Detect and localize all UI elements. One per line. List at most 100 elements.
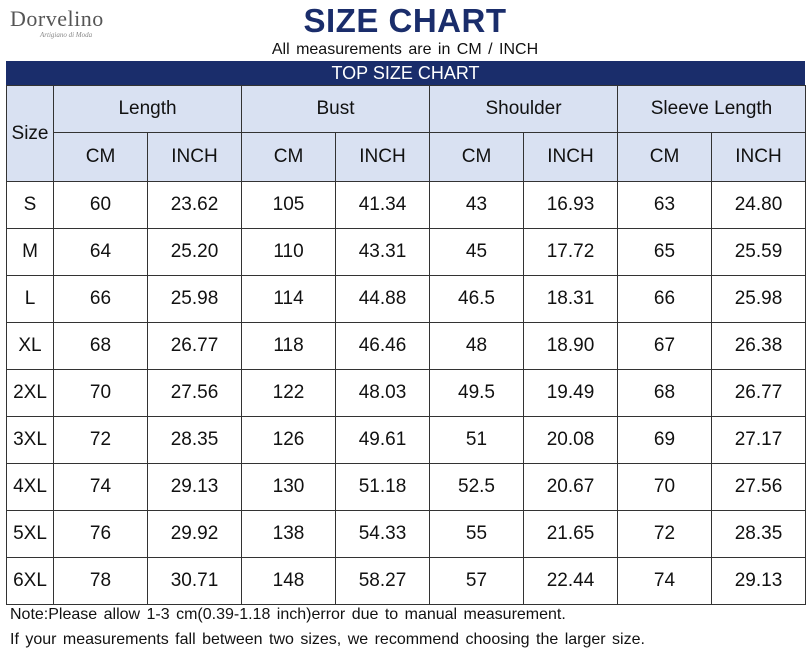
size-cell: 3XL	[6, 416, 54, 464]
size-cell: 4XL	[6, 463, 54, 511]
measurement-cell: 25.20	[147, 228, 242, 276]
measurement-cell: 25.98	[711, 275, 806, 323]
measurement-cell: 63	[617, 181, 712, 229]
unit-header: INCH	[711, 132, 806, 182]
group-header-length: Length	[53, 85, 242, 133]
size-cell: L	[6, 275, 54, 323]
table-row: XL 68 26.77 118 46.46 48 18.90 67 26.38	[6, 322, 806, 370]
size-chart: TOP SIZE CHART Size Length Bust Shoulder…	[6, 61, 806, 605]
brand-logo: Dorvelino Artigiano di Moda	[10, 6, 140, 46]
table-row: S 60 23.62 105 41.34 43 16.93 63 24.80	[6, 181, 806, 229]
measurement-cell: 68	[617, 369, 712, 417]
table-row: M 64 25.20 110 43.31 45 17.72 65 25.59	[6, 228, 806, 276]
group-header-shoulder: Shoulder	[429, 85, 618, 133]
size-cell: S	[6, 181, 54, 229]
measurement-cell: 24.80	[711, 181, 806, 229]
measurement-cell: 28.35	[147, 416, 242, 464]
measurement-cell: 16.93	[523, 181, 618, 229]
measurement-cell: 57	[429, 557, 524, 605]
measurement-cell: 65	[617, 228, 712, 276]
measurement-cell: 20.67	[523, 463, 618, 511]
measurement-cell: 70	[617, 463, 712, 511]
measurement-cell: 26.77	[147, 322, 242, 370]
size-table: Size Length Bust Shoulder Sleeve Length …	[6, 85, 806, 605]
measurement-cell: 46.46	[335, 322, 430, 370]
measurement-cell: 130	[241, 463, 336, 511]
unit-header: CM	[53, 132, 148, 182]
measurement-cell: 25.98	[147, 275, 242, 323]
unit-header: CM	[241, 132, 336, 182]
table-body: S 60 23.62 105 41.34 43 16.93 63 24.80 M 64 25.20 11…	[6, 181, 806, 605]
measurement-cell: 26.38	[711, 322, 806, 370]
measurement-cell: 22.44	[523, 557, 618, 605]
table-row: 3XL 72 28.35 126 49.61 51 20.08 69 27.17	[6, 416, 806, 464]
measurement-cell: 74	[617, 557, 712, 605]
size-column-header: Size	[6, 85, 54, 182]
table-row: L 66 25.98 114 44.88 46.5 18.31 66 25.98	[6, 275, 806, 323]
header-group-row: Size Length Bust Shoulder Sleeve Length	[6, 85, 806, 182]
measurement-cell: 54.33	[335, 510, 430, 558]
note-line: Note:Please allow 1-3 cm(0.39-1.18 inch)…	[10, 606, 566, 623]
measurement-cell: 74	[53, 463, 148, 511]
measurement-cell: 148	[241, 557, 336, 605]
measurement-cell: 110	[241, 228, 336, 276]
measurement-cell: 17.72	[523, 228, 618, 276]
measurement-cell: 41.34	[335, 181, 430, 229]
group-header-bust: Bust	[241, 85, 430, 133]
measurement-cell: 21.65	[523, 510, 618, 558]
measurement-cell: 66	[53, 275, 148, 323]
measurement-cell: 19.49	[523, 369, 618, 417]
measurement-cell: 55	[429, 510, 524, 558]
measurement-cell: 46.5	[429, 275, 524, 323]
measurement-cell: 51.18	[335, 463, 430, 511]
measurement-cell: 25.59	[711, 228, 806, 276]
unit-header: CM	[429, 132, 524, 182]
measurement-cell: 58.27	[335, 557, 430, 605]
size-cell: M	[6, 228, 54, 276]
measurement-cell: 26.77	[711, 369, 806, 417]
measurement-cell: 72	[617, 510, 712, 558]
unit-header: INCH	[147, 132, 242, 182]
page-subtitle: All measurements are in CM / INCH	[271, 41, 539, 58]
measurement-cell: 64	[53, 228, 148, 276]
measurement-cell: 52.5	[429, 463, 524, 511]
header-unit-row: CM INCH CM INCH CM INCH CM INCH	[7, 132, 806, 182]
page-title: SIZE CHART	[303, 2, 507, 39]
measurement-cell: 43.31	[335, 228, 430, 276]
chart-banner: TOP SIZE CHART	[6, 61, 805, 85]
measurement-cell: 44.88	[335, 275, 430, 323]
table-row: 6XL 78 30.71 148 58.27 57 22.44 74 29.13	[6, 557, 806, 605]
table-row: 2XL 70 27.56 122 48.03 49.5 19.49 68 26.77	[6, 369, 806, 417]
measurement-cell: 78	[53, 557, 148, 605]
measurement-cell: 48.03	[335, 369, 430, 417]
size-cell: 2XL	[6, 369, 54, 417]
measurement-cell: 27.56	[147, 369, 242, 417]
measurement-cell: 30.71	[147, 557, 242, 605]
measurement-cell: 28.35	[711, 510, 806, 558]
unit-header: INCH	[523, 132, 618, 182]
measurement-cell: 68	[53, 322, 148, 370]
measurement-cell: 105	[241, 181, 336, 229]
measurement-cell: 45	[429, 228, 524, 276]
measurement-cell: 76	[53, 510, 148, 558]
measurement-cell: 29.13	[147, 463, 242, 511]
table-row: 4XL 74 29.13 130 51.18 52.5 20.67 70 27.56	[6, 463, 806, 511]
measurement-cell: 27.56	[711, 463, 806, 511]
measurement-cell: 69	[617, 416, 712, 464]
measurement-cell: 72	[53, 416, 148, 464]
measurement-cell: 20.08	[523, 416, 618, 464]
measurement-cell: 23.62	[147, 181, 242, 229]
brand-tagline: Artigiano di Moda	[40, 31, 93, 39]
measurement-cell: 118	[241, 322, 336, 370]
table-row: 5XL 76 29.92 138 54.33 55 21.65 72 28.35	[6, 510, 806, 558]
measurement-cell: 27.17	[711, 416, 806, 464]
size-cell: 5XL	[6, 510, 54, 558]
measurement-cell: 126	[241, 416, 336, 464]
measurement-cell: 49.5	[429, 369, 524, 417]
measurement-cell: 67	[617, 322, 712, 370]
unit-header: INCH	[335, 132, 430, 182]
measurement-cell: 114	[241, 275, 336, 323]
note-line: If your measurements fall between two si…	[10, 631, 645, 648]
measurement-cell: 29.92	[147, 510, 242, 558]
measurement-cell: 66	[617, 275, 712, 323]
